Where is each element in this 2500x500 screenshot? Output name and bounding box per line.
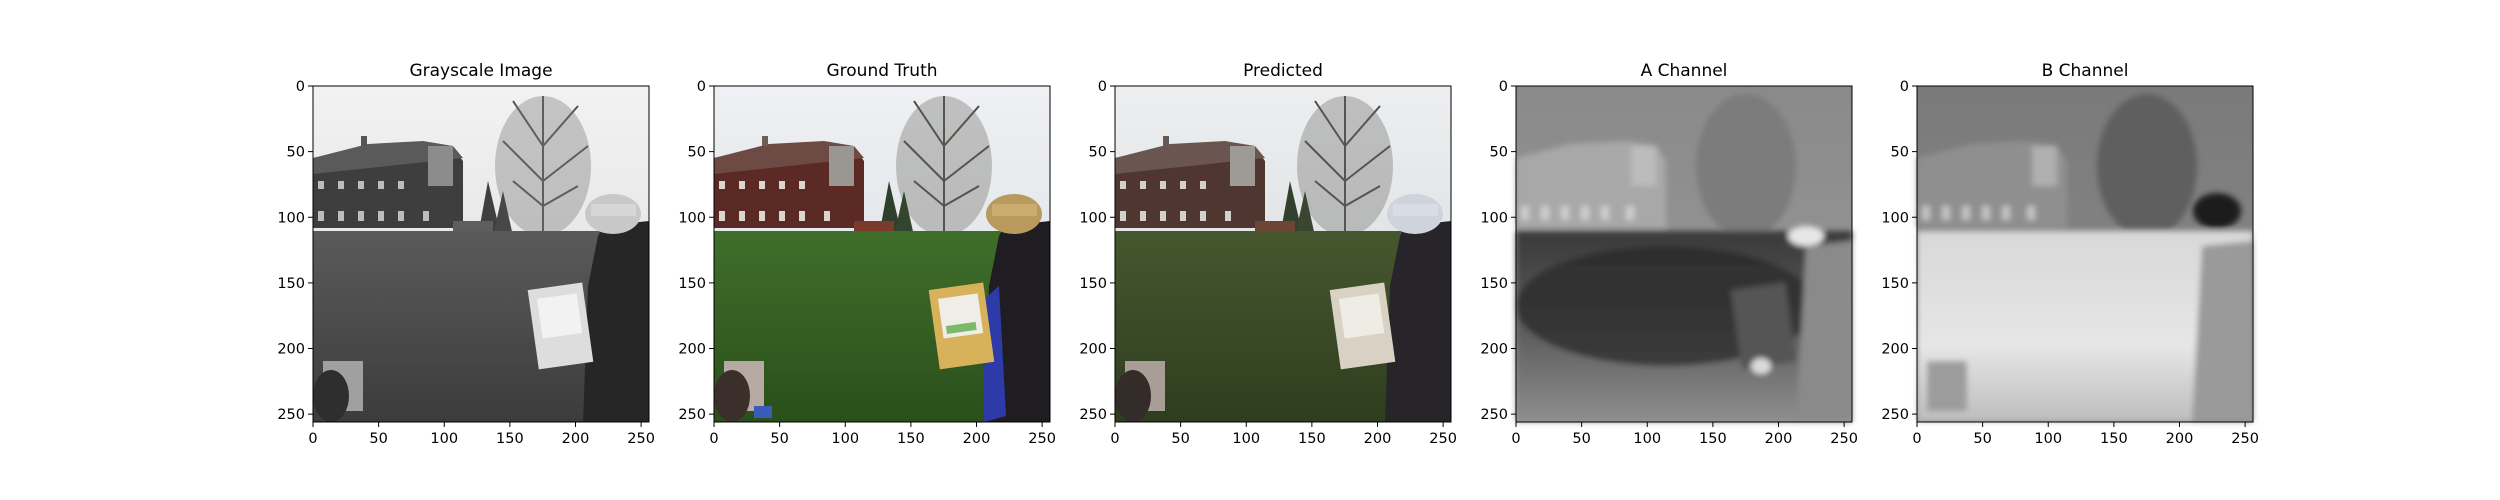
x-tick-label: 250 (1028, 431, 1056, 447)
y-tick-label: 100 (1881, 210, 1909, 226)
x-tick-label: 150 (1298, 431, 1326, 447)
panel-title: Grayscale Image (409, 61, 552, 81)
x-tick-label: 200 (1364, 431, 1392, 447)
y-tick-label: 200 (1881, 342, 1909, 358)
x-tick-label: 50 (770, 431, 788, 447)
y-tick-label: 0 (1499, 79, 1508, 95)
x-tick-label: 50 (1171, 431, 1189, 447)
x-tick-label: 150 (1699, 431, 1727, 447)
y-tick-label: 100 (1079, 210, 1107, 226)
x-tick-label: 250 (627, 431, 655, 447)
a-channel-image (1516, 86, 1852, 422)
y-tick-label: 150 (678, 276, 706, 292)
x-tick-label: 200 (1765, 431, 1793, 447)
y-tick-label: 200 (1480, 342, 1508, 358)
panel-title: Predicted (1243, 61, 1323, 81)
x-tick-label: 0 (709, 431, 718, 447)
y-tick-label: 0 (1098, 79, 1107, 95)
x-tick-label: 150 (897, 431, 925, 447)
grayscale-image (313, 86, 649, 422)
x-tick-label: 100 (831, 431, 859, 447)
y-tick-label: 50 (1089, 145, 1107, 161)
y-tick-label: 0 (697, 79, 706, 95)
y-tick-label: 0 (1900, 79, 1909, 95)
x-tick-label: 0 (1511, 431, 1520, 447)
panel-grayscale: Grayscale Image (277, 61, 655, 447)
y-tick-label: 250 (1480, 407, 1508, 423)
panel-title: A Channel (1641, 61, 1728, 81)
x-tick-label: 50 (1973, 431, 1991, 447)
x-tick-label: 250 (2231, 431, 2259, 447)
x-tick-label: 150 (496, 431, 524, 447)
x-tick-label: 0 (308, 431, 317, 447)
y-tick-label: 250 (1079, 407, 1107, 423)
y-tick-label: 250 (678, 407, 706, 423)
x-tick-label: 150 (2100, 431, 2128, 447)
y-tick-label: 50 (287, 145, 305, 161)
ground-truth-image (714, 86, 1050, 422)
x-tick-label: 50 (369, 431, 387, 447)
y-tick-label: 250 (1881, 407, 1909, 423)
y-tick-label: 100 (1480, 210, 1508, 226)
x-tick-label: 250 (1830, 431, 1858, 447)
y-tick-label: 100 (277, 210, 305, 226)
x-tick-label: 100 (2034, 431, 2062, 447)
x-tick-label: 0 (1110, 431, 1119, 447)
y-tick-label: 250 (277, 407, 305, 423)
y-tick-label: 200 (277, 342, 305, 358)
y-tick-label: 200 (1079, 342, 1107, 358)
x-tick-label: 250 (1429, 431, 1457, 447)
x-tick-label: 50 (1572, 431, 1590, 447)
y-tick-label: 100 (678, 210, 706, 226)
y-tick-label: 150 (1480, 276, 1508, 292)
x-tick-label: 200 (963, 431, 991, 447)
y-tick-label: 150 (1881, 276, 1909, 292)
panel-ground-truth: Ground Truth (678, 61, 1056, 447)
b-channel-image (1917, 86, 2253, 422)
y-tick-label: 0 (296, 79, 305, 95)
panel-title: Ground Truth (826, 61, 937, 81)
x-tick-label: 100 (430, 431, 458, 447)
x-tick-label: 0 (1912, 431, 1921, 447)
y-tick-label: 50 (688, 145, 706, 161)
y-tick-label: 150 (1079, 276, 1107, 292)
panel-title: B Channel (2042, 61, 2129, 81)
y-tick-label: 150 (277, 276, 305, 292)
x-tick-label: 200 (562, 431, 590, 447)
y-tick-label: 50 (1891, 145, 1909, 161)
panel-predicted: Predicted (1079, 61, 1457, 447)
x-tick-label: 100 (1633, 431, 1661, 447)
x-tick-label: 200 (2166, 431, 2194, 447)
y-tick-label: 200 (678, 342, 706, 358)
predicted-image (1115, 86, 1451, 422)
x-tick-label: 100 (1232, 431, 1260, 447)
y-tick-label: 50 (1490, 145, 1508, 161)
